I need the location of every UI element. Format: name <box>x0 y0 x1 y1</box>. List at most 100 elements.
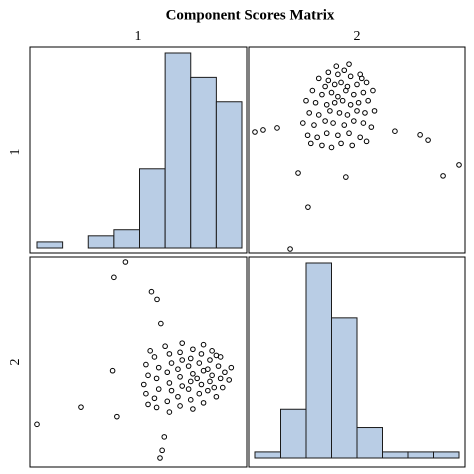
scatter-point <box>200 400 207 406</box>
scatter-point <box>339 97 346 104</box>
histogram-bar <box>87 235 115 249</box>
histogram-bar <box>356 427 383 459</box>
scatter-point <box>362 110 368 116</box>
scatter-point <box>325 69 332 76</box>
scatter-point <box>323 101 330 108</box>
scatter-point <box>307 140 314 147</box>
panel <box>248 46 466 254</box>
histogram-bar <box>215 101 243 249</box>
scatter-point <box>217 375 224 382</box>
scatter-point <box>306 110 312 116</box>
scatter-point <box>209 372 215 379</box>
scatter-point <box>196 390 203 397</box>
scatter-point <box>328 144 335 151</box>
scatter-point <box>303 97 309 104</box>
scatter-point <box>148 288 155 295</box>
scatter-point <box>111 274 117 281</box>
scatter-point <box>213 352 220 359</box>
scatter-point <box>114 413 120 420</box>
scatter-point <box>213 393 220 400</box>
scatter-point <box>198 381 205 388</box>
scatter-point <box>295 170 301 176</box>
scatter-point <box>344 112 351 118</box>
scatter-point <box>363 138 370 145</box>
scatter-point <box>360 120 367 126</box>
histogram-bar <box>254 451 281 459</box>
chart-title: Component Scores Matrix <box>166 7 335 23</box>
scatter-point <box>322 83 328 90</box>
scatter-point <box>155 386 162 392</box>
scatter-point <box>305 204 311 210</box>
scatter-point <box>159 447 165 454</box>
scatter-point <box>343 174 349 180</box>
scatter-point <box>331 81 338 88</box>
scatter-point <box>370 87 376 94</box>
scatter-point <box>166 351 173 357</box>
scatter-point <box>300 120 306 126</box>
scatter-point <box>151 395 158 402</box>
histogram-bar <box>36 241 64 249</box>
scatter-point <box>368 124 375 130</box>
scatter-point <box>365 97 371 104</box>
scatter-point <box>194 375 200 382</box>
scatter-point <box>335 93 341 100</box>
scatter-point <box>34 421 40 428</box>
scatter-point <box>360 89 367 96</box>
scatter-point <box>358 75 365 82</box>
scatter-point <box>140 381 147 388</box>
scatter-point <box>179 340 186 346</box>
histogram-bar <box>382 451 409 459</box>
scatter-point <box>346 61 352 67</box>
scatter-point <box>322 118 328 124</box>
scatter-point <box>252 129 258 135</box>
scatter-point <box>315 75 322 82</box>
scatter-point <box>215 363 222 369</box>
scatter-point <box>187 397 194 403</box>
histogram-bar <box>113 229 140 249</box>
scatter-point <box>190 370 196 377</box>
scatter-point <box>319 142 325 149</box>
scatter-point <box>371 108 378 114</box>
scatter-point <box>354 81 360 88</box>
scatter-point <box>153 375 160 382</box>
scatter-point <box>145 401 151 408</box>
scatter-point <box>175 366 181 372</box>
scatter-point <box>187 378 194 385</box>
scatter-point <box>311 122 317 128</box>
scatter-point <box>166 380 173 386</box>
scatter-point <box>161 434 168 440</box>
scatter-point <box>164 398 171 405</box>
scatter-point <box>168 360 175 366</box>
histogram-bar <box>139 168 166 249</box>
scatter-point <box>143 361 149 368</box>
scatter-point <box>222 369 228 376</box>
scatter-point <box>355 99 362 106</box>
scatter-point <box>327 108 333 114</box>
scatter-point <box>185 386 192 392</box>
scatter-point <box>226 377 232 383</box>
scatter-point <box>346 130 352 137</box>
scatter-point <box>341 67 348 74</box>
scatter-point <box>331 99 338 106</box>
scatter-point <box>179 383 186 389</box>
scatter-point <box>260 127 266 133</box>
scatter-point <box>328 89 335 96</box>
scatter-point <box>200 341 207 348</box>
scatter-point <box>333 63 340 69</box>
scatter-point <box>153 404 160 411</box>
column-label: 1 <box>135 29 142 44</box>
scatter-point <box>154 296 160 303</box>
scatter-point <box>158 320 164 327</box>
scatter-point <box>185 363 192 369</box>
scatter-point <box>200 367 207 374</box>
scatter-point <box>190 346 196 353</box>
scatter-point <box>177 349 183 356</box>
scatter-point <box>164 369 171 376</box>
scatter-point <box>347 101 354 108</box>
scatter-point <box>147 348 153 354</box>
scatter-point <box>336 110 343 116</box>
scatter-point <box>175 393 181 400</box>
panel <box>248 256 466 468</box>
scatter-point <box>122 259 129 265</box>
scatter-point <box>198 351 205 357</box>
